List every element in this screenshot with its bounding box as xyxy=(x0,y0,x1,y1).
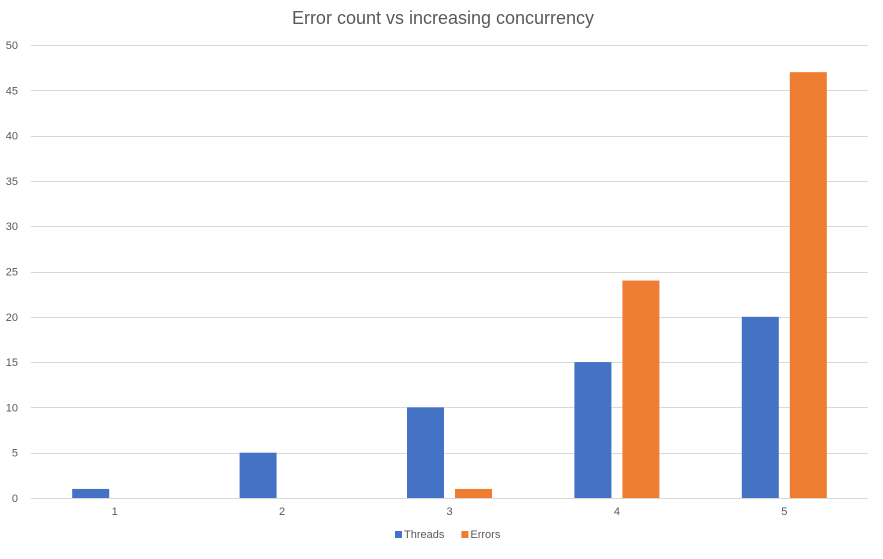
chart-title: Error count vs increasing concurrency xyxy=(292,8,594,28)
gridlines xyxy=(31,45,868,499)
y-tick-label: 50 xyxy=(6,40,18,52)
y-tick-label: 25 xyxy=(6,267,18,279)
y-tick-label: 15 xyxy=(6,357,18,369)
legend-label-threads: Threads xyxy=(404,529,445,541)
y-tick-label: 30 xyxy=(6,221,18,233)
x-tick-label: 2 xyxy=(279,506,285,518)
legend-swatch-threads xyxy=(395,531,402,538)
y-tick-label: 40 xyxy=(6,131,18,143)
y-tick-label: 0 xyxy=(12,493,18,505)
bar-threads-4 xyxy=(574,362,612,498)
legend-label-errors: Errors xyxy=(470,529,500,541)
bar-errors-3 xyxy=(455,488,492,498)
legend-swatch-errors xyxy=(461,531,469,538)
x-tick-label: 4 xyxy=(614,506,620,518)
bar-threads-1 xyxy=(72,488,110,498)
bar-threads-3 xyxy=(407,407,444,498)
bar-errors-5 xyxy=(789,72,827,499)
y-tick-label: 45 xyxy=(6,85,18,97)
x-tick-label: 3 xyxy=(446,506,452,518)
x-tick-label: 1 xyxy=(112,506,118,518)
bars xyxy=(72,72,827,499)
bar-threads-2 xyxy=(239,452,277,498)
bar-threads-5 xyxy=(741,316,779,498)
y-tick-label: 10 xyxy=(6,402,18,414)
y-tick-label: 35 xyxy=(6,176,18,188)
legend: Threads Errors xyxy=(395,529,501,541)
y-tick-label: 20 xyxy=(6,312,18,324)
x-tick-label: 5 xyxy=(781,506,787,518)
y-tick-label: 5 xyxy=(12,448,18,460)
bar-errors-4 xyxy=(622,280,660,498)
